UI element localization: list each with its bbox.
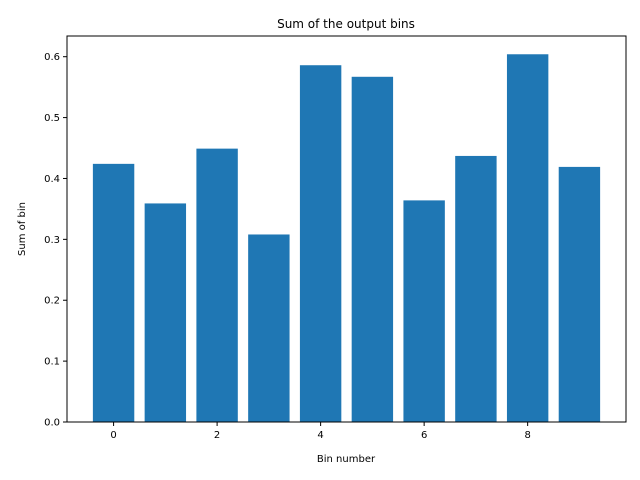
bar-9 xyxy=(558,166,601,422)
bar-0 xyxy=(92,163,135,422)
y-tick-label: 0.5 xyxy=(44,113,60,124)
x-tick-label: 4 xyxy=(317,430,323,441)
y-tick-label: 0.1 xyxy=(44,357,60,368)
bar-1 xyxy=(144,203,187,422)
plot-frame xyxy=(66,35,627,423)
x-axis-ticks: 0 2 4 6 8 xyxy=(110,422,531,441)
y-axis-ticks: 0.0 0.1 0.2 0.3 0.4 0.5 0.6 xyxy=(44,52,67,429)
y-tick-label: 0.0 xyxy=(44,418,60,429)
x-tick-label: 0 xyxy=(110,430,116,441)
y-axis-label: Sum of bin xyxy=(17,202,28,256)
x-axis-label: Bin number xyxy=(317,454,376,465)
y-tick-label: 0.3 xyxy=(44,235,60,246)
chart-title: Sum of the output bins xyxy=(277,17,415,31)
y-tick-label: 0.6 xyxy=(44,52,60,63)
bar-8 xyxy=(506,54,549,422)
bars-group xyxy=(92,54,601,423)
x-tick-label: 2 xyxy=(214,430,220,441)
y-tick-label: 0.4 xyxy=(44,174,60,185)
bar-5 xyxy=(351,76,394,422)
y-tick-label: 0.2 xyxy=(44,296,60,307)
bar-2 xyxy=(196,148,238,422)
bar-4 xyxy=(299,65,342,423)
bar-3 xyxy=(248,234,290,422)
x-tick-label: 6 xyxy=(421,430,427,441)
bar-7 xyxy=(455,155,497,422)
bar-6 xyxy=(403,200,445,422)
x-tick-label: 8 xyxy=(524,430,530,441)
